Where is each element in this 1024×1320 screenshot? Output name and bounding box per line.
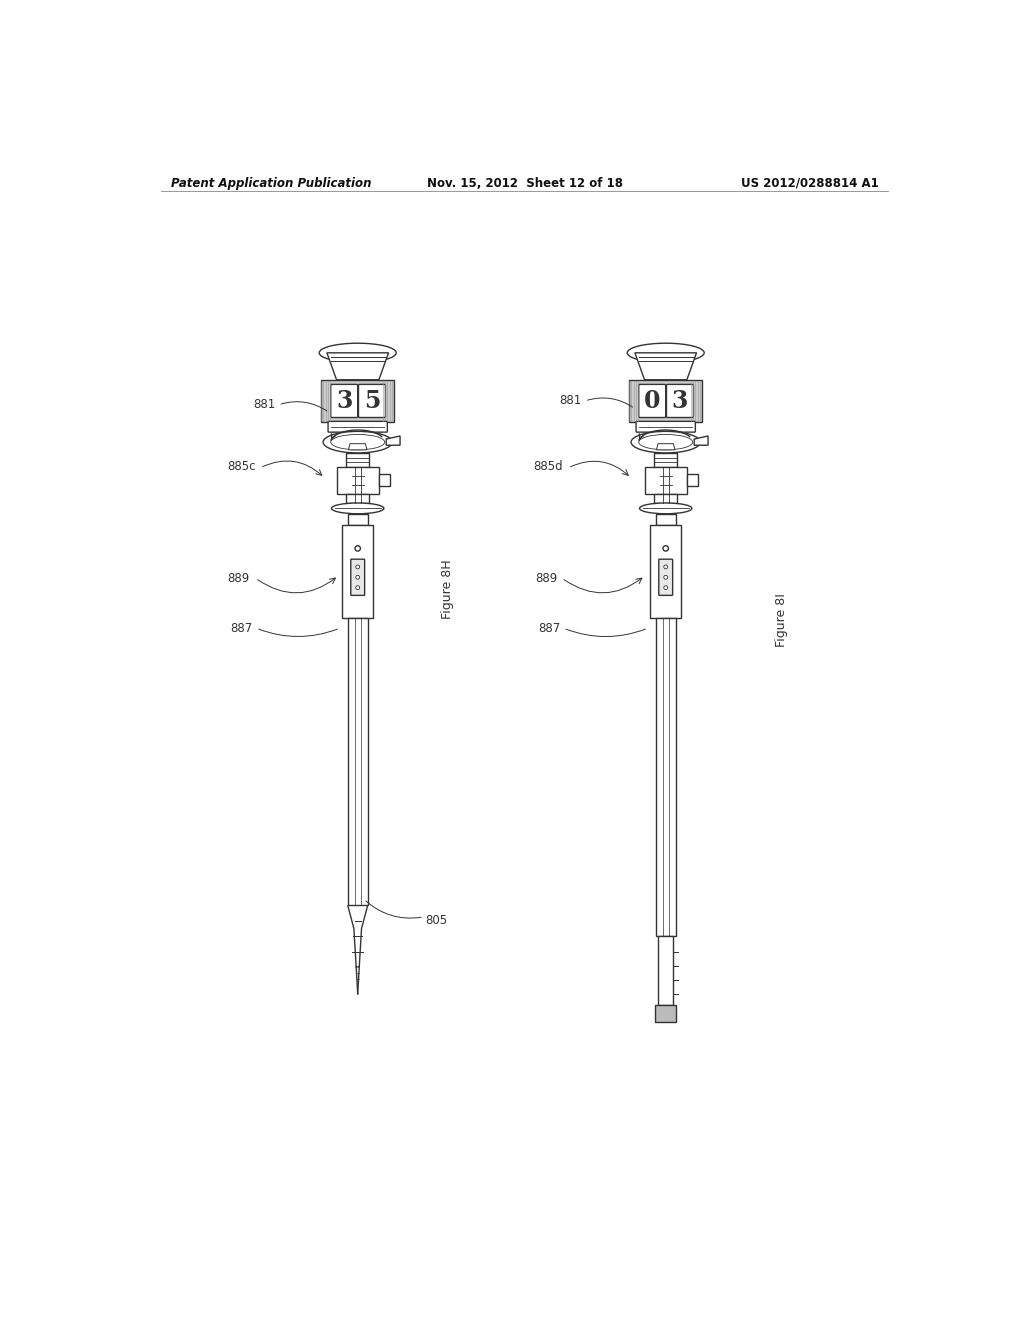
FancyBboxPatch shape <box>639 384 666 417</box>
Text: Figure 8H: Figure 8H <box>441 560 455 619</box>
Ellipse shape <box>628 343 705 363</box>
Circle shape <box>664 586 668 590</box>
Ellipse shape <box>332 503 384 513</box>
Text: Patent Application Publication: Patent Application Publication <box>171 177 371 190</box>
Circle shape <box>355 586 359 590</box>
Text: 885c: 885c <box>226 459 255 473</box>
Polygon shape <box>386 436 400 445</box>
Text: 3: 3 <box>672 389 688 413</box>
Bar <box>348 618 368 906</box>
Ellipse shape <box>319 343 396 363</box>
Bar <box>655 1006 677 1022</box>
FancyBboxPatch shape <box>328 421 387 432</box>
Polygon shape <box>348 444 367 450</box>
Text: 887: 887 <box>538 622 560 635</box>
Text: 3: 3 <box>336 389 352 413</box>
Bar <box>655 513 676 525</box>
Bar <box>348 513 368 525</box>
Polygon shape <box>327 352 388 380</box>
FancyBboxPatch shape <box>658 560 673 595</box>
Bar <box>644 467 687 494</box>
Bar <box>650 525 681 618</box>
Polygon shape <box>635 352 696 380</box>
Text: 887: 887 <box>230 622 252 635</box>
Circle shape <box>355 576 359 579</box>
Bar <box>654 494 677 503</box>
FancyBboxPatch shape <box>636 421 695 432</box>
FancyBboxPatch shape <box>358 384 385 417</box>
Bar <box>337 467 379 494</box>
Circle shape <box>664 576 668 579</box>
Text: 0: 0 <box>644 389 660 413</box>
Polygon shape <box>656 444 675 450</box>
Text: Figure 8I: Figure 8I <box>775 594 787 647</box>
Bar <box>342 525 373 618</box>
Ellipse shape <box>323 432 392 453</box>
Bar <box>346 494 370 503</box>
Bar <box>379 474 390 486</box>
Bar <box>629 380 702 422</box>
Text: 881: 881 <box>253 399 275 412</box>
FancyBboxPatch shape <box>351 560 365 595</box>
Text: 881: 881 <box>559 395 581 408</box>
Text: US 2012/0288814 A1: US 2012/0288814 A1 <box>741 177 879 190</box>
Bar <box>655 618 676 936</box>
Text: 5: 5 <box>364 389 380 413</box>
Polygon shape <box>694 436 708 445</box>
Bar <box>654 453 677 467</box>
FancyBboxPatch shape <box>331 384 357 417</box>
Bar <box>322 380 394 422</box>
Text: 889: 889 <box>227 572 250 585</box>
Text: 889: 889 <box>536 572 558 585</box>
FancyBboxPatch shape <box>667 384 693 417</box>
Bar <box>658 936 674 1006</box>
Text: 805: 805 <box>425 915 447 927</box>
Bar <box>346 453 370 467</box>
Text: Nov. 15, 2012  Sheet 12 of 18: Nov. 15, 2012 Sheet 12 of 18 <box>427 177 623 190</box>
Ellipse shape <box>631 432 700 453</box>
Text: 885d: 885d <box>534 459 563 473</box>
Bar <box>687 474 697 486</box>
Circle shape <box>664 565 668 569</box>
Circle shape <box>355 565 359 569</box>
Ellipse shape <box>640 503 692 513</box>
